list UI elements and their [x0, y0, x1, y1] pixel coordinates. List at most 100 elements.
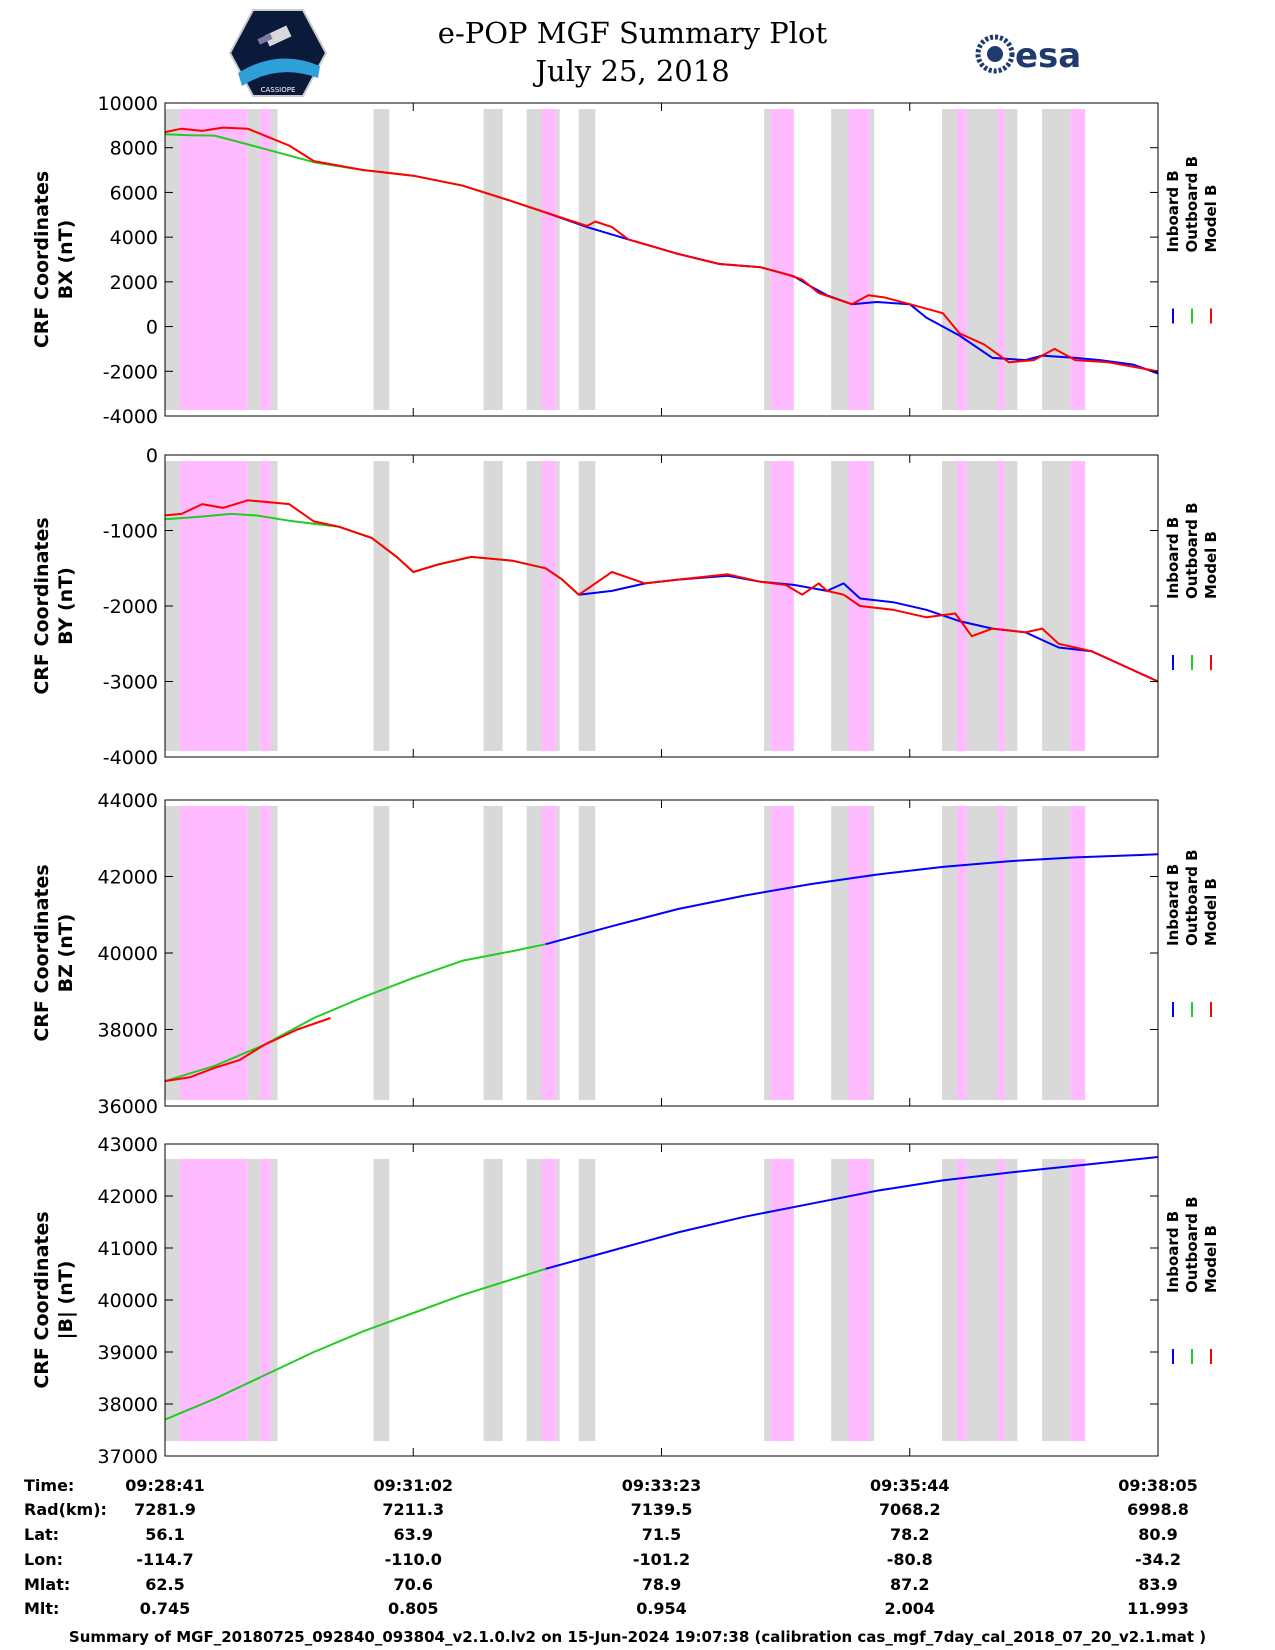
shaded-band-gray — [870, 1159, 875, 1441]
shaded-band-gray — [764, 461, 771, 751]
ephemeris-value: 83.9 — [1138, 1575, 1177, 1594]
shaded-band-pink — [770, 1159, 794, 1441]
shaded-band-gray — [578, 806, 596, 1100]
ephemeris-value: 63.9 — [394, 1525, 433, 1544]
shaded-band-pink — [997, 461, 1005, 751]
shaded-band-gray — [556, 109, 560, 410]
legend: Inboard B Outboard B Model B — [1164, 502, 1220, 670]
shaded-band-pink — [770, 806, 794, 1100]
ephemeris-value: 0.745 — [140, 1599, 191, 1618]
ephemeris-value: 70.6 — [394, 1575, 433, 1594]
shaded-band-gray — [966, 461, 998, 751]
shaded-band-gray — [764, 109, 771, 410]
shaded-band-gray — [483, 1159, 503, 1441]
legend-outboard-label: Outboard B — [1183, 502, 1201, 599]
ephemeris-value: 09:31:02 — [373, 1476, 453, 1495]
y-axis-label-line1: CRF Coordinates — [31, 1211, 53, 1388]
shaded-band-gray — [373, 109, 390, 410]
y-tick-label: 43000 — [98, 1134, 158, 1156]
shaded-band-gray — [1042, 1159, 1071, 1441]
shaded-band-pink — [179, 109, 248, 410]
y-tick-label: 0 — [146, 445, 158, 467]
y-axis-label: CRF Coordinates BX (nT) — [31, 171, 77, 348]
series-line-model — [164, 499, 1159, 683]
legend-model-label: Model B — [1202, 878, 1220, 946]
ephemeris-value: 6998.8 — [1127, 1500, 1189, 1519]
shaded-band-gray — [942, 1159, 957, 1441]
legend-outboard-label: Outboard B — [1183, 849, 1201, 946]
shaded-band-pink — [997, 1159, 1005, 1441]
title-block: e-POP MGF Summary Plot July 25, 2018 — [0, 14, 1275, 90]
y-tick-label: -1000 — [103, 521, 158, 543]
ephemeris-value: 2.004 — [884, 1599, 935, 1618]
y-axis-label-line2: |B| (nT) — [55, 1261, 77, 1340]
shaded-band-gray — [966, 109, 998, 410]
shaded-band-gray — [966, 1159, 998, 1441]
ephemeris-value: 09:33:23 — [622, 1476, 702, 1495]
shaded-band-gray — [578, 461, 596, 751]
shaded-band-pink — [260, 1159, 271, 1441]
ephemeris-value: 7068.2 — [879, 1500, 941, 1519]
shaded-band-gray — [831, 806, 849, 1100]
ephemeris-value: 0.954 — [636, 1599, 687, 1618]
svg-text:CASSIOPE: CASSIOPE — [261, 86, 296, 94]
y-axis-label: CRF Coordinates |B| (nT) — [31, 1211, 77, 1388]
ephemeris-value: -34.2 — [1135, 1550, 1181, 1569]
ephemeris-value: 7139.5 — [631, 1500, 693, 1519]
y-axis-label-line2: BZ (nT) — [55, 914, 77, 993]
y-tick-label: 40000 — [98, 943, 158, 965]
shaded-band-pink — [260, 109, 271, 410]
shaded-band-gray — [165, 109, 180, 410]
shaded-band-pink — [1070, 1159, 1086, 1441]
shaded-band-pink — [1070, 806, 1086, 1100]
legend: Inboard B Outboard B Model B — [1164, 1196, 1220, 1364]
ephemeris-row-label: Mlt: — [24, 1599, 59, 1618]
ephemeris-row-label: Rad(km): — [24, 1500, 107, 1519]
shaded-band-pink — [848, 1159, 871, 1441]
ephemeris-value: -101.2 — [633, 1550, 690, 1569]
shaded-band-pink — [997, 806, 1005, 1100]
legend-inboard-label: Inboard B — [1164, 1211, 1182, 1293]
y-tick-label: 36000 — [98, 1096, 158, 1118]
ephemeris-value: 80.9 — [1138, 1525, 1177, 1544]
series-line-inboard — [545, 853, 1159, 946]
shaded-band-gray — [247, 806, 261, 1100]
y-tick-label: 42000 — [98, 867, 158, 889]
ephemeris-value: 09:28:41 — [125, 1476, 205, 1495]
cassiope-mission-logo: CASSIOPE — [228, 9, 328, 97]
shaded-band-pink — [1070, 461, 1086, 751]
y-tick-label: 44000 — [98, 790, 158, 812]
legend-outboard-label: Outboard B — [1183, 1196, 1201, 1293]
y-tick-label: 6000 — [110, 182, 158, 204]
shaded-band-pink — [956, 806, 967, 1100]
shaded-band-gray — [483, 461, 503, 751]
plot-date: July 25, 2018 — [535, 54, 730, 88]
shaded-band-gray — [270, 461, 278, 751]
shaded-band-pink — [997, 109, 1005, 410]
legend-inboard-label: Inboard B — [1164, 170, 1182, 252]
shaded-band-gray — [1042, 806, 1071, 1100]
esa-logo: esa — [975, 34, 1081, 76]
shaded-band-gray — [1004, 806, 1018, 1100]
panel-1: -4000 -2000 0 2000 4000 6000 8000 10000 CRF Coor… — [31, 93, 1220, 428]
y-axis-label: CRF Coordinates BZ (nT) — [31, 864, 77, 1041]
shaded-band-pink — [260, 461, 271, 751]
ephemeris-row-label: Time: — [24, 1476, 74, 1495]
panel-3: 36000 38000 40000 42000 44000 CRF Coordinates… — [31, 790, 1220, 1118]
shaded-band-gray — [942, 109, 957, 410]
plot-title: e-POP MGF Summary Plot — [437, 16, 828, 50]
shaded-band-gray — [831, 1159, 849, 1441]
legend-model-label: Model B — [1202, 1225, 1220, 1293]
panel-2: -4000 -3000 -2000 -1000 0 CRF Coordinates BY (… — [31, 445, 1220, 769]
shaded-band-pink — [260, 806, 271, 1100]
shaded-band-gray — [373, 806, 390, 1100]
shaded-band-gray — [764, 1159, 771, 1441]
shaded-band-gray — [1004, 109, 1018, 410]
shaded-band-gray — [526, 461, 542, 751]
y-tick-label: 38000 — [98, 1020, 158, 1042]
shaded-band-pink — [541, 1159, 557, 1441]
shaded-band-gray — [1042, 109, 1071, 410]
y-axis-label-line2: BX (nT) — [55, 220, 77, 300]
shaded-band-gray — [247, 1159, 261, 1441]
